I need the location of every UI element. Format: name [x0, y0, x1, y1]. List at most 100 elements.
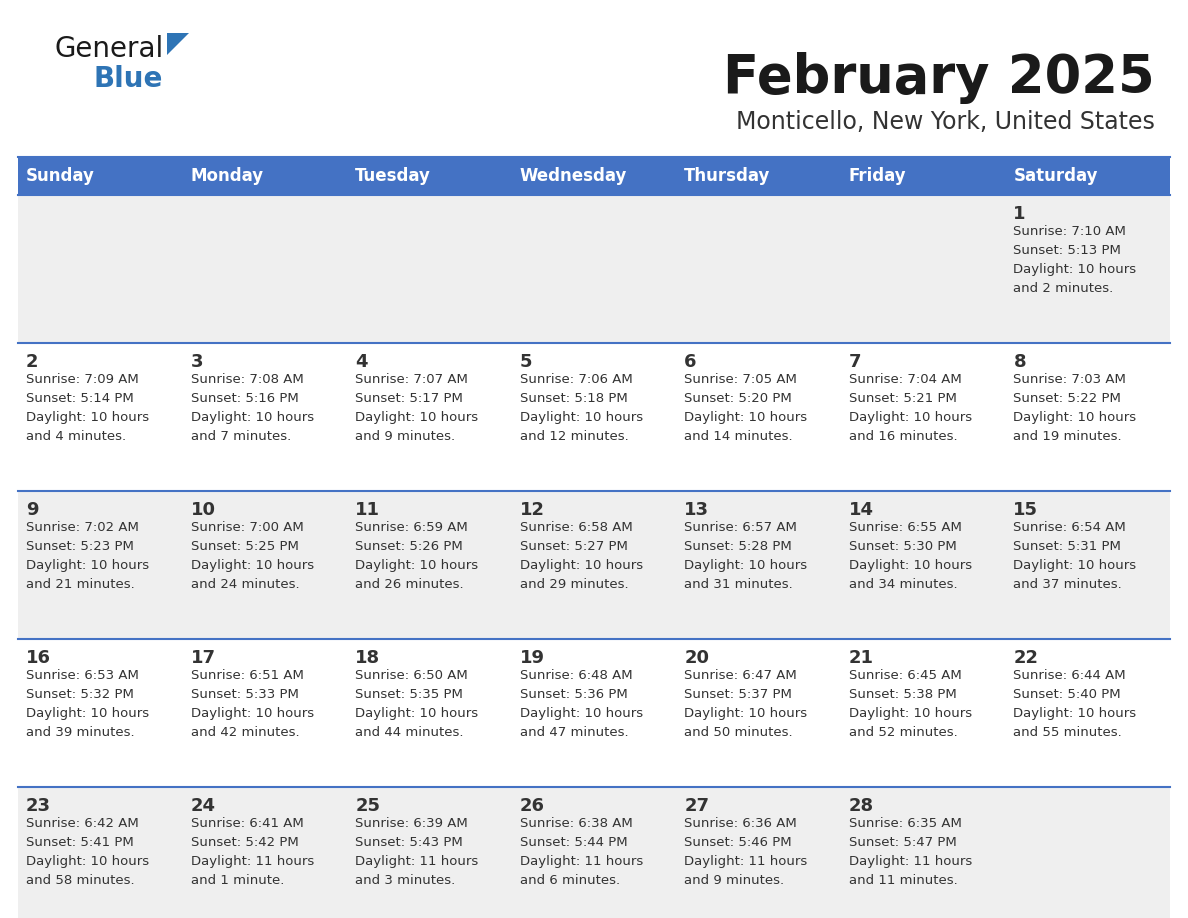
Bar [347, 787, 512, 918]
Bar [347, 157, 512, 195]
Text: Friday: Friday [849, 167, 906, 185]
Text: Sunrise: 6:51 AM
Sunset: 5:33 PM
Daylight: 10 hours
and 42 minutes.: Sunrise: 6:51 AM Sunset: 5:33 PM Dayligh… [190, 669, 314, 739]
Text: Sunrise: 7:04 AM
Sunset: 5:21 PM
Daylight: 10 hours
and 16 minutes.: Sunrise: 7:04 AM Sunset: 5:21 PM Dayligh… [849, 373, 972, 443]
Text: Sunrise: 6:41 AM
Sunset: 5:42 PM
Daylight: 11 hours
and 1 minute.: Sunrise: 6:41 AM Sunset: 5:42 PM Dayligh… [190, 817, 314, 887]
Bar [1005, 787, 1170, 918]
Text: 27: 27 [684, 797, 709, 815]
Text: 1: 1 [1013, 205, 1026, 223]
Text: Monday: Monday [190, 167, 264, 185]
Text: Sunrise: 6:35 AM
Sunset: 5:47 PM
Daylight: 11 hours
and 11 minutes.: Sunrise: 6:35 AM Sunset: 5:47 PM Dayligh… [849, 817, 972, 887]
Bar [676, 639, 841, 787]
Text: Sunrise: 6:55 AM
Sunset: 5:30 PM
Daylight: 10 hours
and 34 minutes.: Sunrise: 6:55 AM Sunset: 5:30 PM Dayligh… [849, 521, 972, 591]
Text: 5: 5 [519, 353, 532, 371]
Text: Sunrise: 7:07 AM
Sunset: 5:17 PM
Daylight: 10 hours
and 9 minutes.: Sunrise: 7:07 AM Sunset: 5:17 PM Dayligh… [355, 373, 479, 443]
Text: Saturday: Saturday [1013, 167, 1098, 185]
Bar [512, 787, 676, 918]
Bar [347, 639, 512, 787]
Text: 26: 26 [519, 797, 545, 815]
Text: General: General [55, 35, 164, 63]
Text: Sunrise: 6:44 AM
Sunset: 5:40 PM
Daylight: 10 hours
and 55 minutes.: Sunrise: 6:44 AM Sunset: 5:40 PM Dayligh… [1013, 669, 1137, 739]
Bar [1005, 639, 1170, 787]
Text: 25: 25 [355, 797, 380, 815]
Text: Sunrise: 7:00 AM
Sunset: 5:25 PM
Daylight: 10 hours
and 24 minutes.: Sunrise: 7:00 AM Sunset: 5:25 PM Dayligh… [190, 521, 314, 591]
Text: 22: 22 [1013, 649, 1038, 667]
Bar [1005, 157, 1170, 195]
Bar [18, 157, 183, 195]
Bar [841, 787, 1005, 918]
Text: Sunrise: 7:03 AM
Sunset: 5:22 PM
Daylight: 10 hours
and 19 minutes.: Sunrise: 7:03 AM Sunset: 5:22 PM Dayligh… [1013, 373, 1137, 443]
Text: Sunrise: 7:09 AM
Sunset: 5:14 PM
Daylight: 10 hours
and 4 minutes.: Sunrise: 7:09 AM Sunset: 5:14 PM Dayligh… [26, 373, 150, 443]
Bar [841, 195, 1005, 343]
Text: 14: 14 [849, 501, 874, 519]
Bar [512, 639, 676, 787]
Bar [18, 195, 183, 343]
Bar [676, 157, 841, 195]
Text: Blue: Blue [93, 65, 163, 93]
Bar [512, 195, 676, 343]
Text: 24: 24 [190, 797, 215, 815]
Text: 17: 17 [190, 649, 215, 667]
Text: Sunrise: 6:39 AM
Sunset: 5:43 PM
Daylight: 11 hours
and 3 minutes.: Sunrise: 6:39 AM Sunset: 5:43 PM Dayligh… [355, 817, 479, 887]
Text: 7: 7 [849, 353, 861, 371]
Text: 23: 23 [26, 797, 51, 815]
Text: Sunrise: 6:54 AM
Sunset: 5:31 PM
Daylight: 10 hours
and 37 minutes.: Sunrise: 6:54 AM Sunset: 5:31 PM Dayligh… [1013, 521, 1137, 591]
Text: 10: 10 [190, 501, 215, 519]
Text: 18: 18 [355, 649, 380, 667]
Text: 28: 28 [849, 797, 874, 815]
Text: 11: 11 [355, 501, 380, 519]
Text: February 2025: February 2025 [723, 52, 1155, 104]
Bar [676, 787, 841, 918]
Text: Sunrise: 7:10 AM
Sunset: 5:13 PM
Daylight: 10 hours
and 2 minutes.: Sunrise: 7:10 AM Sunset: 5:13 PM Dayligh… [1013, 225, 1137, 295]
Polygon shape [168, 33, 189, 55]
Bar [183, 343, 347, 491]
Text: Wednesday: Wednesday [519, 167, 627, 185]
Text: 20: 20 [684, 649, 709, 667]
Bar [18, 787, 183, 918]
Bar [18, 639, 183, 787]
Bar [347, 343, 512, 491]
Text: Sunrise: 7:05 AM
Sunset: 5:20 PM
Daylight: 10 hours
and 14 minutes.: Sunrise: 7:05 AM Sunset: 5:20 PM Dayligh… [684, 373, 808, 443]
Text: Sunrise: 6:50 AM
Sunset: 5:35 PM
Daylight: 10 hours
and 44 minutes.: Sunrise: 6:50 AM Sunset: 5:35 PM Dayligh… [355, 669, 479, 739]
Text: Tuesday: Tuesday [355, 167, 431, 185]
Text: Sunrise: 6:38 AM
Sunset: 5:44 PM
Daylight: 11 hours
and 6 minutes.: Sunrise: 6:38 AM Sunset: 5:44 PM Dayligh… [519, 817, 643, 887]
Bar [183, 787, 347, 918]
Text: Sunrise: 6:47 AM
Sunset: 5:37 PM
Daylight: 10 hours
and 50 minutes.: Sunrise: 6:47 AM Sunset: 5:37 PM Dayligh… [684, 669, 808, 739]
Text: 16: 16 [26, 649, 51, 667]
Bar [183, 639, 347, 787]
Text: Sunrise: 6:45 AM
Sunset: 5:38 PM
Daylight: 10 hours
and 52 minutes.: Sunrise: 6:45 AM Sunset: 5:38 PM Dayligh… [849, 669, 972, 739]
Text: Sunrise: 6:48 AM
Sunset: 5:36 PM
Daylight: 10 hours
and 47 minutes.: Sunrise: 6:48 AM Sunset: 5:36 PM Dayligh… [519, 669, 643, 739]
Bar [183, 195, 347, 343]
Bar [512, 157, 676, 195]
Bar [1005, 491, 1170, 639]
Bar [183, 491, 347, 639]
Text: Sunrise: 6:42 AM
Sunset: 5:41 PM
Daylight: 10 hours
and 58 minutes.: Sunrise: 6:42 AM Sunset: 5:41 PM Dayligh… [26, 817, 150, 887]
Text: 13: 13 [684, 501, 709, 519]
Text: Sunrise: 6:36 AM
Sunset: 5:46 PM
Daylight: 11 hours
and 9 minutes.: Sunrise: 6:36 AM Sunset: 5:46 PM Dayligh… [684, 817, 808, 887]
Text: 9: 9 [26, 501, 38, 519]
Text: Sunrise: 6:58 AM
Sunset: 5:27 PM
Daylight: 10 hours
and 29 minutes.: Sunrise: 6:58 AM Sunset: 5:27 PM Dayligh… [519, 521, 643, 591]
Text: 12: 12 [519, 501, 545, 519]
Bar [18, 491, 183, 639]
Text: 6: 6 [684, 353, 697, 371]
Text: 8: 8 [1013, 353, 1026, 371]
Text: Sunrise: 6:59 AM
Sunset: 5:26 PM
Daylight: 10 hours
and 26 minutes.: Sunrise: 6:59 AM Sunset: 5:26 PM Dayligh… [355, 521, 479, 591]
Bar [676, 343, 841, 491]
Bar [18, 343, 183, 491]
Bar [841, 639, 1005, 787]
Text: Monticello, New York, United States: Monticello, New York, United States [737, 110, 1155, 134]
Bar [347, 195, 512, 343]
Text: 21: 21 [849, 649, 874, 667]
Text: Thursday: Thursday [684, 167, 771, 185]
Text: Sunrise: 7:06 AM
Sunset: 5:18 PM
Daylight: 10 hours
and 12 minutes.: Sunrise: 7:06 AM Sunset: 5:18 PM Dayligh… [519, 373, 643, 443]
Text: Sunrise: 7:02 AM
Sunset: 5:23 PM
Daylight: 10 hours
and 21 minutes.: Sunrise: 7:02 AM Sunset: 5:23 PM Dayligh… [26, 521, 150, 591]
Text: 2: 2 [26, 353, 38, 371]
Bar [841, 491, 1005, 639]
Bar [512, 491, 676, 639]
Text: Sunday: Sunday [26, 167, 95, 185]
Text: 3: 3 [190, 353, 203, 371]
Bar [347, 491, 512, 639]
Text: 4: 4 [355, 353, 367, 371]
Bar [676, 491, 841, 639]
Bar [512, 343, 676, 491]
Text: 15: 15 [1013, 501, 1038, 519]
